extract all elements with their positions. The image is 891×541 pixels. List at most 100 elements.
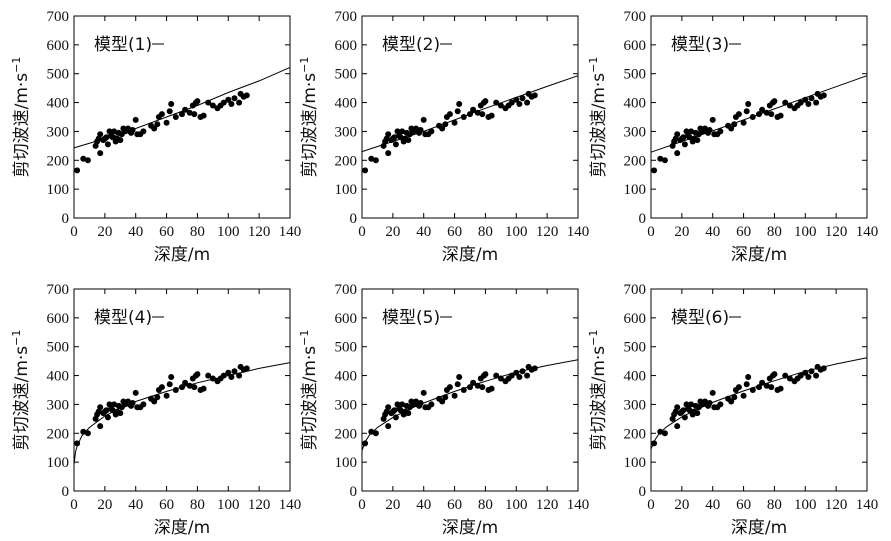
y-axis-label-main: 剪切波速/m·s: [12, 346, 32, 451]
model-label-bg: [669, 305, 729, 329]
y-axis-label-main: 剪切波速/m·s: [589, 73, 609, 178]
data-point: [397, 407, 404, 414]
y-tick-label: 400: [335, 369, 358, 385]
data-point: [735, 384, 742, 391]
data-point: [172, 387, 179, 393]
data-point: [706, 127, 713, 133]
y-tick-label: 500: [624, 67, 647, 83]
data-point: [417, 400, 424, 406]
data-point: [368, 155, 375, 162]
data-point: [740, 392, 747, 399]
y-tick-label: 600: [47, 38, 70, 54]
y-tick-label: 700: [624, 282, 647, 298]
data-point: [97, 423, 104, 430]
y-tick-label: 300: [624, 124, 647, 140]
x-tick-label: 40: [128, 497, 143, 513]
data-point: [681, 414, 688, 421]
data-point: [172, 114, 179, 120]
x-tick-label: 20: [385, 224, 400, 240]
data-point: [743, 108, 750, 115]
data-point: [820, 365, 827, 372]
y-tick-label: 600: [335, 311, 358, 327]
x-tick-label: 80: [767, 224, 782, 240]
data-point: [231, 95, 238, 102]
data-point: [516, 101, 523, 107]
data-point: [97, 150, 104, 157]
data-point: [508, 372, 515, 379]
data-point: [74, 167, 81, 174]
data-point: [717, 128, 724, 135]
data-point: [405, 137, 412, 144]
x-tick-label: 100: [505, 497, 528, 513]
x-tick-label: 40: [705, 497, 720, 513]
data-point: [497, 102, 504, 109]
model-label-bg: [669, 32, 729, 56]
data-point: [479, 384, 486, 391]
data-point: [777, 385, 784, 392]
data-point: [717, 401, 724, 408]
data-point: [651, 167, 658, 174]
data-point: [519, 95, 526, 102]
model-label-bg: [92, 32, 152, 56]
data-point: [154, 121, 161, 128]
fit-curve: [650, 357, 868, 450]
y-axis-label: 剪切波速/m·s−1: [587, 57, 609, 178]
data-point: [228, 101, 235, 107]
data-point: [243, 92, 250, 99]
data-point: [74, 440, 81, 447]
data-point: [657, 428, 664, 435]
y-tick-label: 200: [47, 426, 70, 442]
x-tick-label: 100: [794, 497, 817, 513]
data-point: [813, 372, 820, 379]
data-point: [488, 112, 495, 119]
data-point: [200, 385, 207, 392]
x-tick-label: 100: [505, 224, 528, 240]
data-point: [470, 379, 477, 386]
data-point: [479, 111, 486, 118]
data-point: [680, 407, 687, 414]
y-tick-label: 100: [47, 182, 70, 198]
x-tick-label: 20: [97, 497, 112, 513]
data-point: [777, 112, 784, 119]
x-tick-label: 120: [248, 497, 271, 513]
x-tick-label: 140: [856, 497, 879, 513]
data-point: [111, 128, 118, 135]
x-tick-label: 20: [674, 497, 689, 513]
data-point: [820, 92, 827, 99]
y-tick-label: 700: [335, 282, 358, 298]
data-point: [191, 111, 198, 118]
x-tick-label: 120: [248, 224, 271, 240]
y-tick-label: 600: [624, 311, 647, 327]
data-point: [439, 125, 446, 132]
chart-panel-2: 0 20 40 60 80 100 120 140 0 100 200 300 400 500 600 700…: [298, 9, 589, 265]
y-tick-label: 700: [624, 9, 647, 25]
data-point: [456, 101, 463, 107]
data-point: [132, 116, 139, 123]
data-point: [446, 384, 453, 391]
data-point: [117, 137, 124, 144]
data-point: [467, 384, 473, 391]
data-point: [439, 398, 446, 405]
data-point: [451, 119, 458, 126]
data-point: [194, 371, 201, 378]
data-point: [104, 141, 111, 148]
data-point: [763, 382, 770, 389]
data-point: [451, 392, 458, 399]
model-label: 模型(2): [382, 35, 440, 55]
data-point: [179, 384, 185, 391]
data-point: [661, 157, 668, 164]
data-point: [385, 131, 392, 138]
data-point: [117, 410, 124, 417]
data-point: [688, 401, 695, 408]
data-point: [470, 106, 477, 113]
data-point: [166, 108, 173, 115]
data-point: [225, 369, 232, 376]
data-point: [80, 428, 87, 435]
data-point: [467, 111, 473, 118]
y-tick-label: 100: [335, 455, 358, 471]
data-point: [368, 428, 375, 435]
data-point: [694, 410, 701, 417]
y-axis-label-main: 剪切波速/m·s: [300, 73, 320, 178]
x-tick-label: 20: [97, 224, 112, 240]
